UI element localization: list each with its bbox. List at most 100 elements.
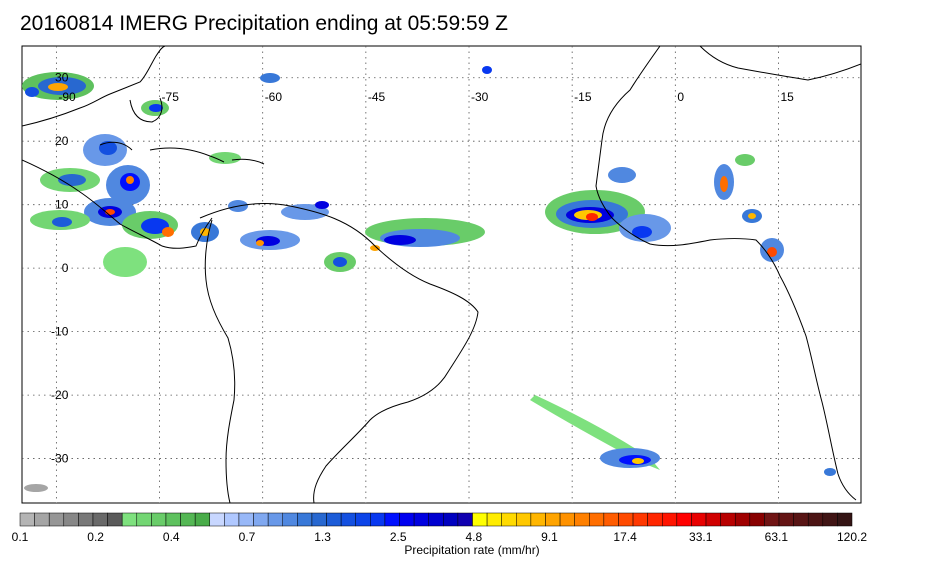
colorbar-swatch [530, 512, 546, 527]
longitude-label: -45 [368, 90, 386, 104]
colorbar-swatch [545, 512, 561, 527]
colorbar-swatch [443, 512, 459, 527]
colorbar-swatch [837, 512, 853, 527]
colorbar-swatch [48, 512, 65, 527]
colorbar-swatch [793, 512, 809, 527]
latitude-label: 10 [55, 198, 69, 212]
colorbar-swatch [136, 512, 152, 527]
colorbar-swatch [180, 512, 196, 527]
colorbar-swatch [311, 512, 327, 527]
colorbar-swatch [589, 512, 605, 527]
precipitation-field [22, 66, 836, 492]
colorbar-swatch [34, 512, 50, 527]
colorbar-swatch [107, 512, 123, 527]
colorbar-swatch [326, 512, 342, 527]
colorbar-tick-label: 0.7 [238, 530, 256, 544]
colorbar-tick-label: 63.1 [764, 530, 789, 544]
colorbar-swatch [720, 512, 736, 527]
colorbar-swatch [764, 512, 780, 527]
colorbar-swatch [618, 512, 634, 527]
colorbar-swatch [253, 512, 269, 527]
latitude-label: -20 [51, 388, 69, 402]
precip-cell [545, 167, 671, 242]
colorbar-swatch [19, 512, 35, 527]
longitude-label: 0 [677, 90, 684, 104]
colorbar-swatch [749, 512, 765, 527]
colorbar-tick-label: 9.1 [541, 530, 558, 544]
colorbar-tick-label: 1.3 [314, 530, 331, 544]
colorbar-swatch [516, 512, 532, 527]
colorbar-swatch [574, 512, 590, 527]
latitude-label: -10 [51, 325, 69, 339]
colorbar-swatch [559, 512, 575, 527]
colorbar-tick-label: 0.4 [162, 530, 180, 544]
colorbar-tick-label: 120.2 [836, 530, 868, 544]
colorbar-swatch [399, 512, 415, 527]
colorbar-swatch [209, 512, 225, 527]
colorbar-swatch [472, 512, 488, 527]
colorbar-swatch [282, 512, 298, 527]
precip-cell [24, 395, 836, 492]
longitude-label: -30 [471, 90, 489, 104]
colorbar-swatch [691, 512, 707, 527]
colorbar-swatch [238, 512, 254, 527]
latitude-label: -30 [51, 452, 69, 466]
colorbar-swatch [603, 512, 619, 527]
longitude-label: -15 [574, 90, 592, 104]
colorbar-swatch [705, 512, 721, 527]
precip-cell [714, 154, 784, 262]
colorbar-swatch [194, 512, 211, 527]
colorbar-swatch [486, 512, 502, 527]
colorbar-swatch [92, 512, 108, 527]
colorbar-swatch [457, 512, 473, 527]
map-frame [21, 45, 862, 504]
map-title: 20160814 IMERG Precipitation ending at 0… [20, 12, 508, 35]
colorbar-tick-label: 4.8 [465, 530, 483, 544]
colorbar-swatch [501, 512, 517, 527]
colorbar-swatch [224, 512, 240, 527]
colorbar-tick-label: 0.1 [11, 530, 29, 544]
colorbar-tick-label: 33.1 [689, 530, 713, 544]
latitude-label: 0 [62, 261, 69, 275]
colorbar-swatch [297, 512, 313, 527]
colorbar-tick-label: 2.5 [389, 530, 407, 544]
colorbar-swatch [267, 512, 283, 527]
colorbar-swatch [661, 512, 678, 527]
colorbar-swatch [734, 512, 751, 527]
precip-cell [40, 134, 150, 205]
map-axis-labels: -90 -75 -60 -45 -30 -15 0 15 30 20 10 0 -10 -20 -30 [51, 71, 794, 466]
map-gridlines [22, 46, 861, 503]
colorbar-tick-label: 17.4 [613, 530, 637, 544]
precip-cell [103, 66, 492, 277]
latitude-label: 20 [55, 134, 69, 148]
colorbar-swatch [647, 512, 663, 527]
colorbar-swatch [78, 512, 94, 527]
colorbar-swatch [151, 512, 167, 527]
colorbar-swatch [807, 512, 824, 527]
colorbar-swatch [340, 512, 356, 527]
colorbar-swatch [121, 512, 138, 527]
colorbar-swatch [355, 512, 371, 527]
coastlines [22, 46, 861, 503]
longitude-label: -90 [58, 90, 76, 104]
colorbar-swatch [822, 512, 838, 527]
longitude-label: -75 [162, 90, 180, 104]
longitude-label: -60 [265, 90, 283, 104]
colorbar-swatch [63, 512, 79, 527]
colorbar-swatch [165, 512, 181, 527]
precip-cell [365, 218, 485, 251]
colorbar-swatch [428, 512, 444, 527]
colorbar-swatch [632, 512, 648, 527]
colorbar-swatch [413, 512, 429, 527]
colorbar-swatch [676, 512, 692, 527]
colorbar-swatch [384, 512, 400, 527]
latitude-label: 30 [55, 71, 69, 85]
precip-cell [22, 72, 94, 100]
colorbar [19, 512, 853, 527]
colorbar-swatch [778, 512, 794, 527]
colorbar-tick-label: 0.2 [87, 530, 104, 544]
longitude-label: 15 [780, 90, 794, 104]
colorbar-label: Precipitation rate (mm/hr) [404, 543, 540, 557]
colorbar-swatch [370, 512, 386, 527]
